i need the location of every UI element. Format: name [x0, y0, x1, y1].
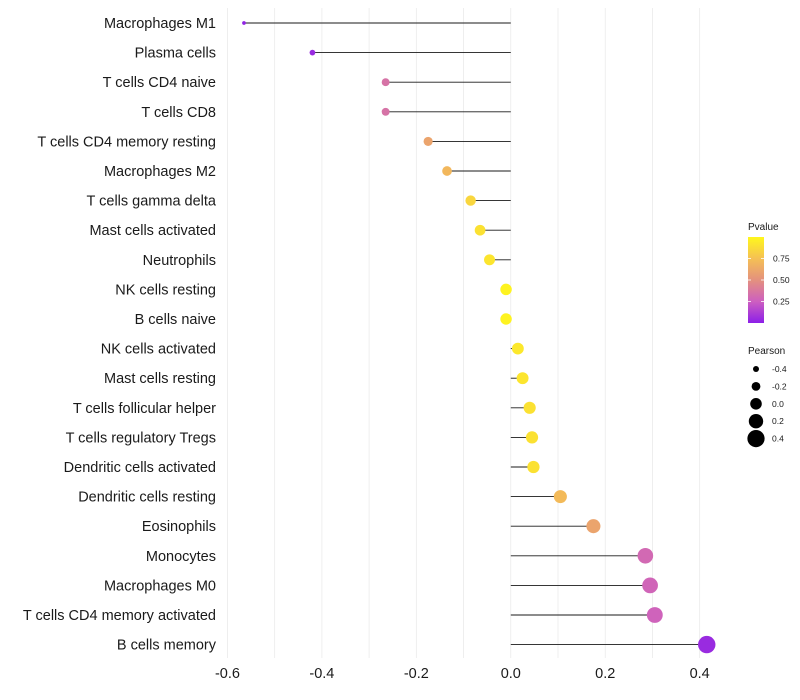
lollipop-point	[511, 342, 524, 355]
lollipop-point	[242, 21, 246, 25]
grid-lines	[227, 8, 701, 658]
lollipop-point	[500, 313, 512, 325]
size-key-point	[747, 430, 765, 448]
size-key-label: -0.4	[772, 364, 787, 374]
lollipop-point	[381, 78, 390, 87]
lollipop-point	[484, 254, 496, 266]
category-label: T cells CD4 memory resting	[37, 134, 216, 150]
lollipop-point	[586, 519, 601, 534]
y-axis-category-labels: Macrophages M1 Plasma cells T cells CD4 na…	[23, 16, 217, 654]
category-label: T cells CD4 memory activated	[23, 608, 216, 624]
category-label: Macrophages M2	[104, 164, 216, 180]
x-tick-label: -0.4	[309, 666, 334, 682]
category-label: T cells CD8	[141, 105, 216, 121]
size-key-point	[751, 382, 761, 391]
lollipop-point	[442, 166, 452, 176]
x-tick-label: 0.4	[690, 666, 710, 682]
category-label: Monocytes	[146, 549, 216, 565]
pearson-legend: Pearson -0.4 -0.2 0.0 0.2 0.4	[747, 346, 787, 448]
category-label: Dendritic cells resting	[78, 490, 216, 506]
colorbar-tick-label: 0.75	[773, 254, 790, 264]
category-label: Dendritic cells activated	[64, 460, 216, 476]
x-tick-label: -0.2	[404, 666, 429, 682]
category-label: T cells follicular helper	[73, 401, 216, 417]
category-label: Mast cells resting	[104, 371, 216, 387]
lollipop-point	[527, 460, 540, 474]
x-tick-label: 0.0	[501, 666, 521, 682]
category-label: T cells regulatory Tregs	[66, 430, 216, 446]
lollipop-point	[309, 49, 316, 56]
size-key-label: 0.4	[772, 434, 784, 444]
lollipop-points	[242, 21, 716, 654]
category-label: Macrophages M0	[104, 578, 216, 594]
lollipop-point	[637, 548, 654, 564]
lollipop-point	[500, 283, 512, 296]
category-label: T cells CD4 naive	[103, 75, 216, 91]
category-label: Neutrophils	[143, 253, 216, 269]
lollipop-point	[646, 607, 663, 623]
colorbar-tick-label: 0.50	[773, 275, 790, 285]
lollipop-point	[465, 195, 476, 206]
pvalue-legend: Pvalue 0.25 0.50 0.75	[748, 222, 790, 323]
lollipop-stems	[243, 22, 707, 646]
lollipop-point	[525, 431, 539, 444]
category-label: T cells gamma delta	[87, 194, 217, 210]
x-tick-label: 0.2	[595, 666, 615, 682]
category-label: Eosinophils	[142, 519, 216, 535]
category-label: Mast cells activated	[89, 223, 216, 239]
lollipop-point	[381, 107, 390, 116]
lollipop-point	[553, 490, 567, 504]
pearson-legend-title: Pearson	[748, 346, 785, 357]
category-label: NK cells resting	[115, 282, 216, 298]
lollipop-point	[523, 401, 536, 414]
pvalue-colorbar	[748, 237, 764, 323]
x-tick-label: -0.6	[215, 666, 240, 682]
lollipop-point	[474, 224, 486, 236]
category-label: B cells memory	[117, 638, 217, 654]
category-label: NK cells activated	[101, 342, 216, 358]
size-key-point	[748, 414, 764, 429]
lollipop-point	[516, 372, 529, 385]
x-axis-tick-labels: -0.6 -0.4 -0.2 0.0 0.2 0.4	[215, 666, 710, 682]
size-key-label: -0.2	[772, 381, 787, 391]
size-key-label: 0.0	[772, 399, 784, 409]
colorbar-tick-label: 0.25	[773, 297, 790, 307]
size-key-label: 0.2	[772, 416, 784, 426]
category-label: B cells naive	[135, 312, 216, 328]
size-key-point	[753, 366, 759, 372]
category-label: Plasma cells	[135, 46, 216, 62]
pvalue-legend-title: Pvalue	[748, 222, 779, 233]
lollipop-point	[642, 577, 658, 594]
lollipop-point	[698, 635, 716, 654]
lollipop-point	[423, 136, 433, 146]
category-label: Macrophages M1	[104, 16, 216, 32]
size-key-point	[750, 398, 762, 410]
